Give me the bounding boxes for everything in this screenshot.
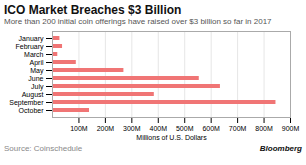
svg-text:700M: 700M xyxy=(229,125,247,132)
svg-text:400M: 400M xyxy=(150,125,168,132)
svg-text:100M: 100M xyxy=(70,125,88,132)
svg-text:September: September xyxy=(9,99,44,107)
svg-text:300M: 300M xyxy=(123,125,141,132)
svg-text:800M: 800M xyxy=(255,125,273,132)
svg-text:June: June xyxy=(28,75,43,82)
svg-text:May: May xyxy=(30,67,44,75)
svg-text:200M: 200M xyxy=(97,125,115,132)
html-text:Bloomberg: Bloomberg xyxy=(259,144,302,153)
html-text:Source: Coinschedule: Source: Coinschedule xyxy=(4,144,83,153)
svg-text:March: March xyxy=(24,51,44,58)
svg-text:900M: 900M xyxy=(282,125,300,132)
svg-text:500M: 500M xyxy=(176,125,194,132)
svg-text:January: January xyxy=(19,35,44,43)
svg-text:Millions of U.S. Dollars: Millions of U.S. Dollars xyxy=(136,134,207,141)
svg-text:October: October xyxy=(19,107,45,114)
html-text:ICO Market Breaches $3 Billion: ICO Market Breaches $3 Billion xyxy=(4,3,182,17)
svg-text:July: July xyxy=(31,83,44,91)
svg-text:April: April xyxy=(29,59,43,67)
svg-text:February: February xyxy=(15,43,44,51)
svg-text:August: August xyxy=(22,91,44,99)
html-text:More than 200 initial coin off: More than 200 initial coin offerings hav… xyxy=(4,17,272,26)
svg-text:600M: 600M xyxy=(202,125,220,132)
